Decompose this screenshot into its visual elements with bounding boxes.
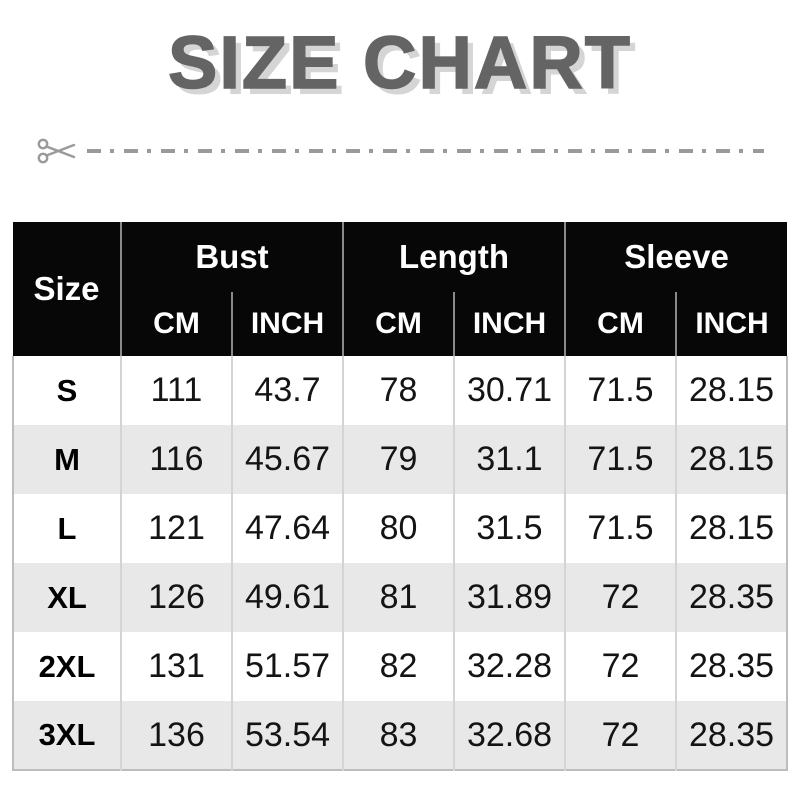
data-cell: 81: [342, 563, 454, 633]
data-cell: 30.71: [453, 356, 565, 426]
dashed-cut-rule: [87, 149, 764, 154]
subheader-length-cm: CM: [342, 292, 454, 357]
subheader-bust-cm: CM: [120, 292, 232, 357]
data-cell: 72: [564, 701, 676, 771]
subheader-bust-inch: INCH: [231, 292, 343, 357]
scissors-icon: [37, 139, 76, 164]
data-cell: 28.15: [675, 356, 787, 426]
data-cell: 111: [120, 356, 232, 426]
data-cell: 32.28: [453, 632, 565, 702]
size-cell: L: [13, 494, 121, 564]
table-row-3xl: 3XL 136 53.54 83 32.68 72 28.35: [13, 701, 787, 771]
column-header-size: Size: [13, 222, 121, 357]
data-cell: 51.57: [231, 632, 343, 702]
data-cell: 32.68: [453, 701, 565, 771]
data-cell: 136: [120, 701, 232, 771]
data-cell: 72: [564, 563, 676, 633]
data-cell: 71.5: [564, 425, 676, 495]
data-cell: 71.5: [564, 494, 676, 564]
data-cell: 82: [342, 632, 454, 702]
column-group-sleeve: Sleeve: [564, 222, 787, 293]
subheader-length-inch: INCH: [453, 292, 565, 357]
subheader-sleeve-inch: INCH: [675, 292, 787, 357]
data-cell: 49.61: [231, 563, 343, 633]
table-row-2xl: 2XL 131 51.57 82 32.28 72 28.35: [13, 632, 787, 702]
size-cell: S: [13, 356, 121, 426]
data-cell: 28.15: [675, 425, 787, 495]
size-cell: XL: [13, 563, 121, 633]
cut-line: [36, 136, 764, 166]
data-cell: 47.64: [231, 494, 343, 564]
data-cell: 53.54: [231, 701, 343, 771]
table-body: S 111 43.7 78 30.71 71.5 28.15 M 116 45.…: [13, 356, 787, 771]
data-cell: 31.5: [453, 494, 565, 564]
data-cell: 121: [120, 494, 232, 564]
table-row-l: L 121 47.64 80 31.5 71.5 28.15: [13, 494, 787, 564]
data-cell: 71.5: [564, 356, 676, 426]
data-cell: 31.1: [453, 425, 565, 495]
column-group-length: Length: [342, 222, 565, 293]
data-cell: 28.35: [675, 563, 787, 633]
column-group-bust: Bust: [120, 222, 343, 293]
data-cell: 28.35: [675, 701, 787, 771]
table-row-m: M 116 45.67 79 31.1 71.5 28.15: [13, 425, 787, 495]
data-cell: 116: [120, 425, 232, 495]
data-cell: 72: [564, 632, 676, 702]
data-cell: 83: [342, 701, 454, 771]
size-chart-table: Size Bust Length Sleeve CM INCH CM INCH …: [12, 222, 788, 771]
data-cell: 131: [120, 632, 232, 702]
page-title: SIZE CHART: [167, 21, 632, 104]
table-row-xl: XL 126 49.61 81 31.89 72 28.35: [13, 563, 787, 633]
data-cell: 28.35: [675, 632, 787, 702]
data-cell: 78: [342, 356, 454, 426]
size-cell: 3XL: [13, 701, 121, 771]
table-header: Size Bust Length Sleeve CM INCH CM INCH …: [13, 222, 787, 357]
size-cell: M: [13, 425, 121, 495]
data-cell: 31.89: [453, 563, 565, 633]
data-cell: 28.15: [675, 494, 787, 564]
data-cell: 79: [342, 425, 454, 495]
data-cell: 43.7: [231, 356, 343, 426]
subheader-sleeve-cm: CM: [564, 292, 676, 357]
data-cell: 126: [120, 563, 232, 633]
data-cell: 45.67: [231, 425, 343, 495]
table-row-s: S 111 43.7 78 30.71 71.5 28.15: [13, 356, 787, 426]
size-cell: 2XL: [13, 632, 121, 702]
data-cell: 80: [342, 494, 454, 564]
